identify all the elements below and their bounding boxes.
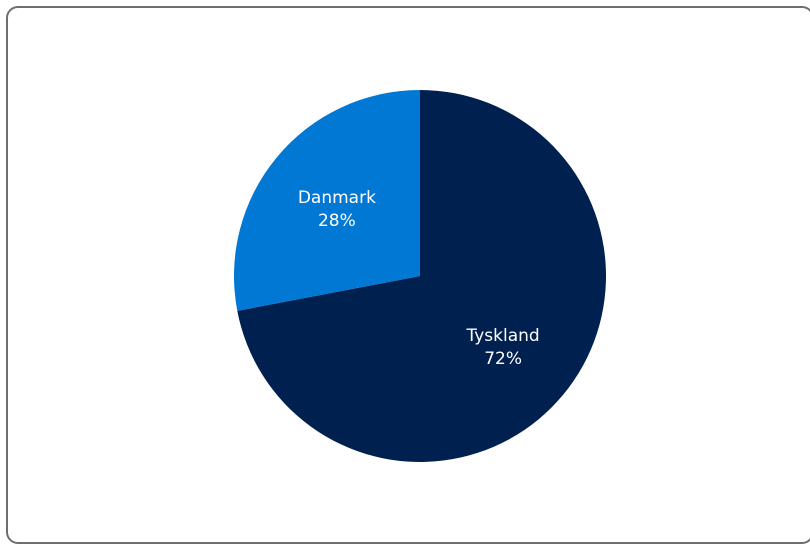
slice-label-danmark: Danmark <box>298 188 376 208</box>
pie-slices <box>233 90 606 462</box>
pie-labels: Tyskland 72% Danmark 28% <box>298 188 540 369</box>
slice-label-tyskland: Tyskland <box>466 326 540 346</box>
slice-value-tyskland: 72% <box>484 349 522 369</box>
slice-value-danmark: 28% <box>318 211 356 231</box>
pie-slice-tyskland <box>237 90 606 462</box>
pie-slice-danmark <box>233 90 420 311</box>
